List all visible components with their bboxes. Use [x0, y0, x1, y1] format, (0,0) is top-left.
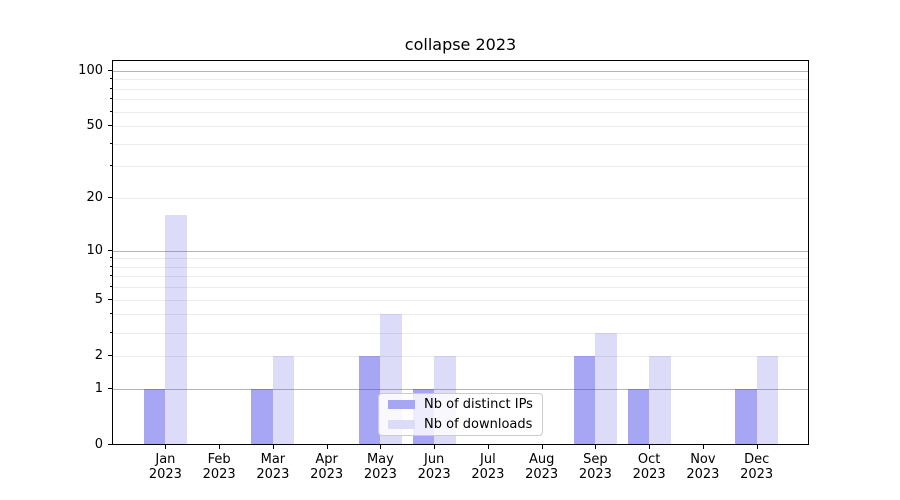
y-tick-mark-1 — [108, 387, 112, 389]
y-minortick-mark-4 — [110, 313, 112, 315]
bar-distinct_ips-mar — [251, 388, 273, 444]
gridline-minor-20 — [113, 198, 808, 200]
x-tick-label-feb: Feb 2023 — [202, 452, 236, 482]
legend-swatch-downloads — [388, 420, 415, 429]
bar-distinct_ips-dec — [735, 388, 757, 444]
gridline-minor-70 — [113, 99, 808, 101]
legend-item-downloads: Nb of downloads — [388, 416, 533, 433]
x-tick-mark-nov — [702, 445, 704, 449]
y-minortick-mark-70 — [110, 98, 112, 100]
gridline-major-1 — [113, 388, 808, 390]
x-tick-label-oct: Oct 2023 — [632, 452, 666, 482]
x-tick-mark-sep — [595, 445, 597, 449]
x-tick-label-sep: Sep 2023 — [578, 452, 612, 482]
x-tick-mark-jan — [165, 445, 167, 449]
x-tick-label-jan: Jan 2023 — [148, 452, 182, 482]
y-minortick-mark-60 — [110, 110, 112, 112]
y-tick-label-100: 100 — [78, 62, 103, 78]
y-minortick-mark-8 — [110, 265, 112, 267]
gridline-minor-30 — [113, 166, 808, 168]
x-tick-mark-aug — [541, 445, 543, 449]
x-tick-mark-dec — [756, 445, 758, 449]
gridline-minor-50 — [113, 126, 808, 128]
gridline-minor-3 — [113, 332, 808, 334]
y-tick-label-0: 0 — [94, 437, 103, 452]
y-minortick-mark-80 — [110, 87, 112, 89]
y-tick-label-2: 2 — [94, 347, 103, 363]
y-tick-label-5: 5 — [94, 291, 103, 307]
x-tick-label-aug: Aug 2023 — [525, 452, 559, 482]
bar-downloads-oct — [649, 355, 671, 444]
y-minortick-mark-5 — [110, 298, 112, 300]
x-tick-label-apr: Apr 2023 — [310, 452, 344, 482]
y-tick-mark-100 — [108, 69, 112, 71]
chart-title: collapse 2023 — [404, 35, 517, 54]
x-tick-label-nov: Nov 2023 — [686, 452, 720, 482]
y-minortick-mark-20 — [110, 197, 112, 199]
y-tick-label-10: 10 — [86, 242, 103, 258]
gridline-minor-80 — [113, 88, 808, 90]
x-tick-label-may: May 2023 — [363, 452, 397, 482]
legend: Nb of distinct IPs Nb of downloads — [378, 393, 543, 436]
bar-downloads-dec — [756, 355, 779, 444]
gridline-minor-4 — [113, 314, 808, 316]
y-minortick-mark-30 — [110, 165, 112, 167]
y-minortick-mark-7 — [110, 275, 112, 277]
x-tick-mark-feb — [219, 445, 221, 449]
legend-item-distinct-ips: Nb of distinct IPs — [388, 396, 533, 413]
legend-label-downloads: Nb of downloads — [424, 417, 533, 432]
bar-distinct_ips-sep — [573, 355, 596, 444]
gridline-major-100 — [113, 70, 808, 72]
bar-downloads-mar — [272, 355, 295, 444]
y-tick-label-1: 1 — [94, 380, 103, 396]
y-minortick-mark-2 — [110, 354, 112, 356]
bar-distinct_ips-may — [358, 355, 381, 444]
legend-swatch-distinct-ips — [388, 400, 415, 409]
bar-downloads-jan — [165, 215, 187, 444]
gridline-minor-60 — [113, 111, 808, 113]
y-tick-label-20: 20 — [86, 190, 103, 206]
x-tick-mark-jul — [487, 445, 489, 449]
gridline-major-10 — [113, 250, 808, 252]
gridline-minor-2 — [113, 355, 808, 357]
gridline-minor-8 — [113, 266, 808, 268]
x-tick-mark-mar — [272, 445, 274, 449]
y-minortick-mark-9 — [110, 257, 112, 259]
x-tick-label-dec: Dec 2023 — [740, 452, 774, 482]
bar-distinct_ips-jan — [143, 388, 166, 444]
y-tick-mark-0 — [108, 444, 112, 445]
y-minortick-mark-50 — [110, 125, 112, 127]
plot-area — [112, 60, 809, 445]
y-minortick-mark-3 — [110, 331, 112, 333]
x-tick-mark-apr — [326, 445, 328, 449]
x-tick-label-jun: Jun 2023 — [417, 452, 451, 482]
x-tick-label-jul: Jul 2023 — [471, 452, 505, 482]
gridline-minor-40 — [113, 143, 808, 145]
y-minortick-mark-90 — [110, 78, 112, 80]
y-tick-mark-10 — [108, 249, 112, 251]
y-tick-label-50: 50 — [86, 118, 103, 134]
legend-label-distinct-ips: Nb of distinct IPs — [424, 397, 533, 412]
x-tick-mark-may — [380, 445, 382, 449]
x-tick-mark-jun — [434, 445, 436, 449]
x-tick-mark-oct — [649, 445, 651, 449]
bar-downloads-sep — [595, 332, 617, 444]
bar-distinct_ips-oct — [627, 388, 650, 444]
gridline-minor-7 — [113, 276, 808, 278]
y-minortick-mark-40 — [110, 142, 112, 144]
x-tick-label-mar: Mar 2023 — [256, 452, 290, 482]
gridline-minor-5 — [113, 299, 808, 301]
gridline-minor-6 — [113, 287, 808, 289]
gridline-minor-90 — [113, 79, 808, 81]
y-minortick-mark-6 — [110, 286, 112, 288]
gridline-minor-9 — [113, 258, 808, 260]
